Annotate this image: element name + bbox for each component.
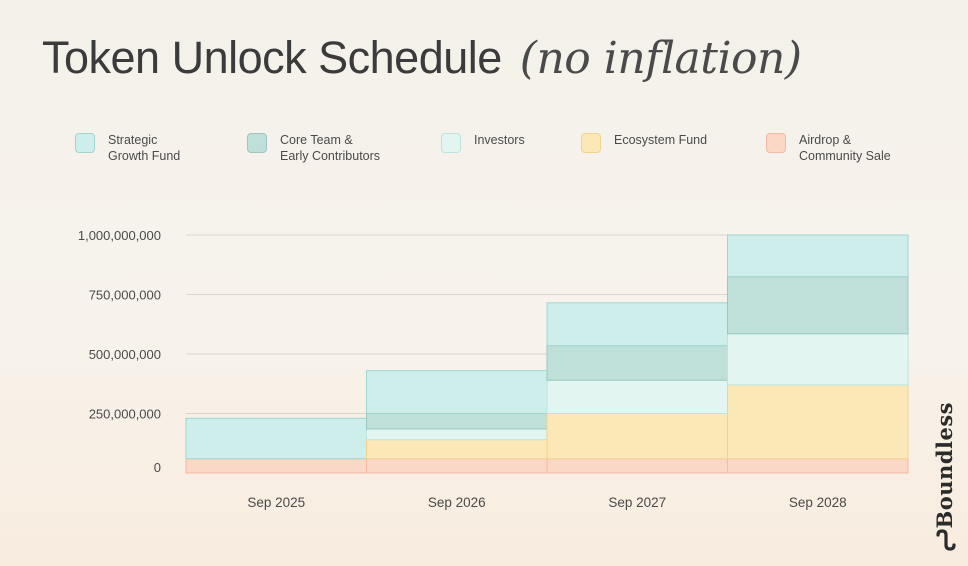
y-tick-label: 250,000,000 [89, 407, 161, 422]
y-tick-label: 1,000,000,000 [78, 228, 161, 243]
legend-swatch-airdrop [766, 133, 786, 153]
brand-name: Boundless [932, 402, 957, 529]
y-tick-label: 750,000,000 [89, 288, 161, 303]
bar-airdrop-3 [727, 458, 909, 474]
legend-item-investors: Investors [441, 132, 594, 153]
brand-watermark: Boundless [932, 402, 962, 552]
bar-airdrop-2 [546, 458, 728, 474]
bar-airdrop-0 [185, 458, 367, 474]
y-tick-label: 0 [154, 460, 161, 475]
bar-ecosystem-2 [546, 413, 728, 460]
bar-core-1 [366, 413, 548, 430]
y-tick-label: 500,000,000 [89, 347, 161, 362]
bar-ecosystem-3 [727, 384, 909, 460]
legend-label-ecosystem: Ecosystem Fund [614, 133, 708, 147]
legend-swatch-investors [441, 133, 461, 153]
chart-x-tick-labels: Sep 2025 Sep 2026 Sep 2027 Sep 2028 [247, 495, 846, 510]
chart-subtitle: (no inflation) [519, 33, 802, 84]
bar-strategic-2 [546, 302, 728, 347]
legend-item-core: Core Team & Early Contributors [247, 132, 400, 164]
chart-title-main: Token Unlock Schedule [42, 32, 502, 83]
bar-investors-2 [546, 379, 728, 414]
chart-canvas: 1,000,000,000 750,000,000 500,000,000 250,0… [78, 228, 909, 510]
chart-title: Token Unlock Schedule (no inflation) [42, 32, 802, 84]
bar-airdrop-1 [366, 458, 548, 474]
bar-core-2 [546, 345, 728, 381]
x-tick-label: Sep 2026 [428, 495, 486, 510]
legend-label-investors: Investors [474, 133, 525, 147]
x-tick-label: Sep 2028 [789, 495, 847, 510]
bar-core-3 [727, 276, 909, 335]
bar-strategic-1 [366, 370, 548, 415]
legend-swatch-strategic [75, 133, 95, 153]
legend-label-strategic: Strategic Growth Fund [108, 133, 181, 163]
legend-item-airdrop: Airdrop & Community Sale [766, 132, 919, 164]
boundless-logo-icon [936, 529, 956, 551]
legend-item-ecosystem: Ecosystem Fund [581, 132, 734, 153]
bar-ecosystem-1 [366, 439, 548, 460]
bar-investors-1 [366, 428, 548, 441]
chart-y-tick-labels: 1,000,000,000 750,000,000 500,000,000 250,0… [78, 228, 161, 475]
bar-investors-3 [727, 333, 909, 386]
x-tick-label: Sep 2025 [247, 495, 305, 510]
legend-label-airdrop: Airdrop & Community Sale [799, 133, 891, 163]
bar-strategic-3 [727, 234, 909, 278]
chart-legend: Strategic Growth Fund Core Team & Early Co… [0, 132, 968, 182]
legend-swatch-core [247, 133, 267, 153]
x-tick-label: Sep 2027 [608, 495, 666, 510]
chart-bars [185, 234, 909, 474]
bar-strategic-0 [185, 417, 367, 460]
legend-label-core: Core Team & Early Contributors [280, 133, 381, 163]
legend-item-strategic: Strategic Growth Fund [75, 132, 228, 164]
legend-swatch-ecosystem [581, 133, 601, 153]
